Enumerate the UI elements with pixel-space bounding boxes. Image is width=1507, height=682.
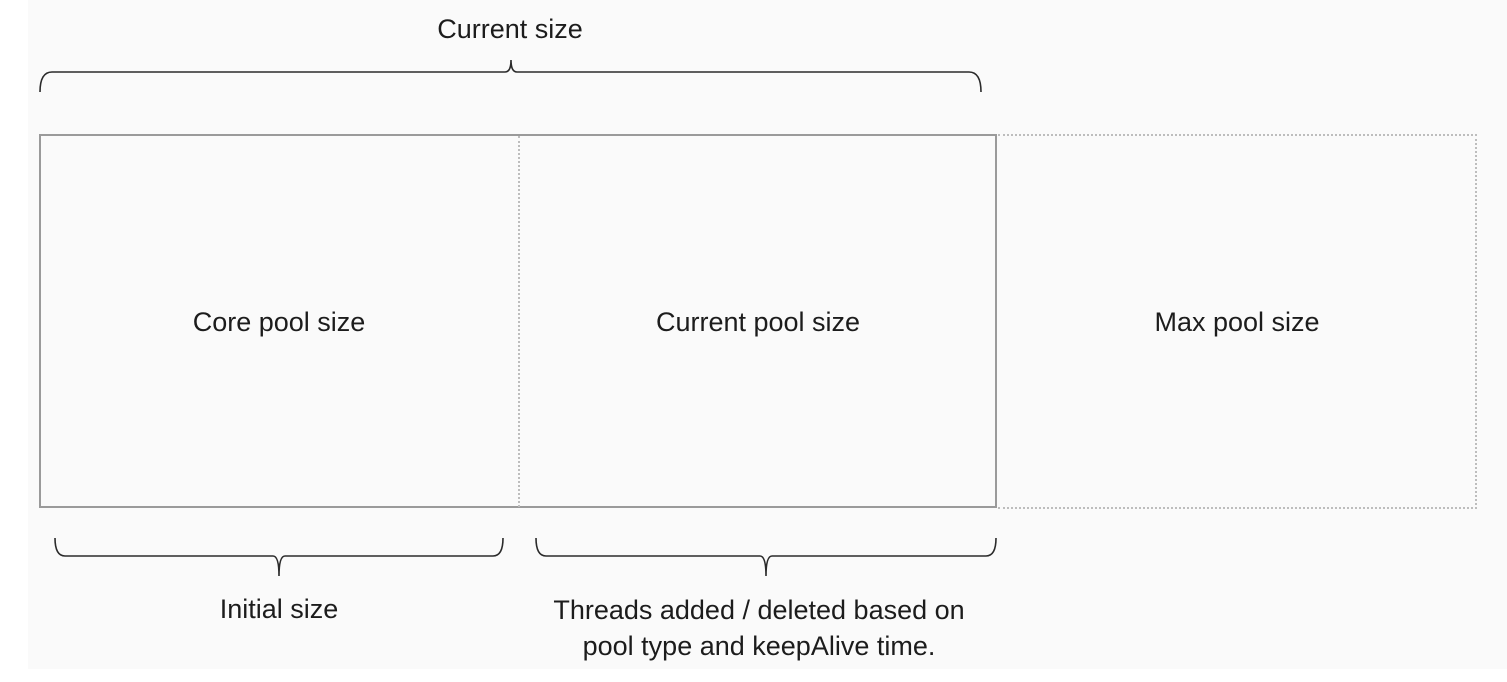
current-size-label: Current size <box>437 14 583 44</box>
max-pool-region <box>998 134 1477 509</box>
current-pool-size-label: Current pool size <box>655 307 861 337</box>
diagram-background <box>28 0 1507 669</box>
threads-description-line1: Threads added / deleted based on <box>553 595 965 625</box>
current-size-bracket <box>39 59 982 93</box>
threads-description-line2: pool type and keepAlive time. <box>582 631 936 661</box>
core-pool-size-label: Core pool size <box>192 307 366 337</box>
initial-size-bracket <box>54 537 504 577</box>
threads-description: Threads added / deleted based on pool ty… <box>553 592 964 664</box>
threads-bracket <box>535 537 997 577</box>
initial-size-label: Initial size <box>219 594 339 624</box>
max-pool-size-label: Max pool size <box>1154 307 1320 337</box>
core-divider <box>518 136 520 507</box>
pool-box <box>39 134 997 508</box>
